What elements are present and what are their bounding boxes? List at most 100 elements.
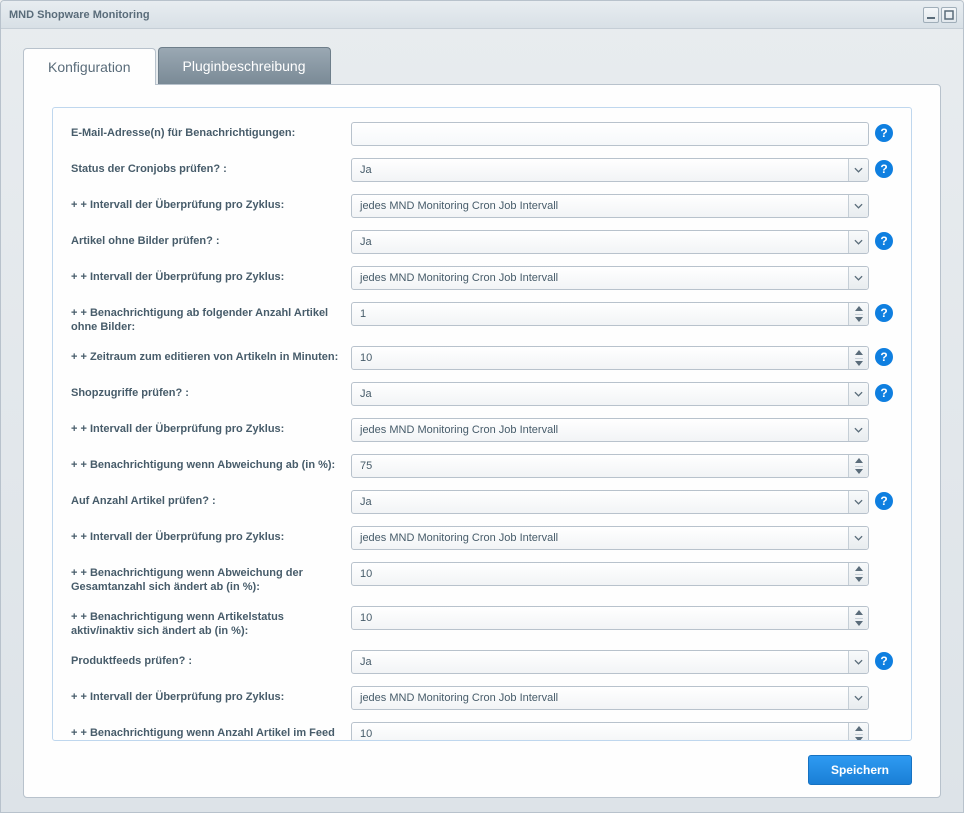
help-col [869,454,893,456]
count-interval-select[interactable]: jedes MND Monitoring Cron Job Intervall [351,526,869,550]
help-icon[interactable]: ? [875,492,893,510]
edit-minutes-spinner[interactable]: 10 [351,346,869,370]
select-value: Ja [360,388,372,400]
tab-konfiguration[interactable]: Konfiguration [23,48,156,85]
field-wrap: 10 [351,562,869,586]
window-titlebar: MND Shopware Monitoring [1,1,963,29]
chevron-down-icon[interactable] [848,383,868,405]
spinner-value: 10 [360,568,372,580]
field-label-edit-minutes: + + Zeitraum zum editieren von Artikeln … [71,346,351,364]
spinner-buttons [848,303,868,325]
minimize-button[interactable] [923,7,939,23]
help-icon[interactable]: ? [875,124,893,142]
help-icon[interactable]: ? [875,348,893,366]
access-interval-select[interactable]: jedes MND Monitoring Cron Job Intervall [351,418,869,442]
help-col [869,526,893,528]
email-input[interactable] [351,122,869,146]
form-row: + + Intervall der Überprüfung pro Zyklus… [71,194,893,218]
help-col [869,266,893,268]
form-row: Auf Anzahl Artikel prüfen? :Ja? [71,490,893,514]
maximize-button[interactable] [941,7,957,23]
spinner-down-icon[interactable] [855,315,863,325]
field-label-access-interval: + + Intervall der Überprüfung pro Zyklus… [71,418,351,436]
field-wrap: Ja [351,490,869,514]
spinner-down-icon[interactable] [855,467,863,477]
spinner-down-icon[interactable] [855,359,863,369]
field-label-count-interval: + + Intervall der Überprüfung pro Zyklus… [71,526,351,544]
help-col: ? [869,382,893,402]
select-value: Ja [360,656,372,668]
form-row: Shopzugriffe prüfen? :Ja? [71,382,893,406]
spinner-value: 75 [360,460,372,472]
spinner-up-icon[interactable] [855,608,863,619]
spinner-up-icon[interactable] [855,456,863,467]
count-status-dev-spinner[interactable]: 10 [351,606,869,630]
form-row: + + Zeitraum zum editieren von Artikeln … [71,346,893,370]
field-wrap: 10 [351,606,869,630]
help-col [869,562,893,564]
field-wrap: jedes MND Monitoring Cron Job Intervall [351,686,869,710]
form-row: + + Benachrichtigung wenn Abweichung der… [71,562,893,594]
form-row: + + Benachrichtigung wenn Abweichung ab … [71,454,893,478]
field-label-count-total-dev: + + Benachrichtigung wenn Abweichung der… [71,562,351,594]
field-wrap: Ja [351,230,869,254]
select-value: Ja [360,236,372,248]
help-icon[interactable]: ? [875,160,893,178]
chevron-down-icon[interactable] [848,159,868,181]
help-icon[interactable]: ? [875,304,893,322]
spinner-buttons [848,347,868,369]
chevron-down-icon[interactable] [848,687,868,709]
form-row: Produktfeeds prüfen? :Ja? [71,650,893,674]
spinner-up-icon[interactable] [855,348,863,359]
noimg-threshold-spinner[interactable]: 1 [351,302,869,326]
tab-pluginbeschreibung[interactable]: Pluginbeschreibung [158,47,331,84]
form-row: + + Benachrichtigung wenn Anzahl Artikel… [71,722,893,741]
save-button[interactable]: Speichern [808,755,912,785]
cron-interval-select[interactable]: jedes MND Monitoring Cron Job Intervall [351,194,869,218]
chevron-down-icon[interactable] [848,419,868,441]
chevron-down-icon[interactable] [848,491,868,513]
form-row: + + Intervall der Überprüfung pro Zyklus… [71,686,893,710]
field-label-cron-status: Status der Cronjobs prüfen? : [71,158,351,176]
access-deviation-spinner[interactable]: 75 [351,454,869,478]
config-form: E-Mail-Adresse(n) für Benachrichtigungen… [52,107,912,741]
field-wrap: Ja [351,650,869,674]
button-bar: Speichern [52,741,912,785]
field-label-noimg-interval: + + Intervall der Überprüfung pro Zyklus… [71,266,351,284]
feeds-check-select[interactable]: Ja [351,650,869,674]
cron-status-select[interactable]: Ja [351,158,869,182]
spinner-up-icon[interactable] [855,724,863,735]
spinner-up-icon[interactable] [855,564,863,575]
help-icon[interactable]: ? [875,652,893,670]
field-wrap: Ja [351,158,869,182]
help-icon[interactable]: ? [875,384,893,402]
form-row: + + Intervall der Überprüfung pro Zyklus… [71,418,893,442]
noimg-interval-select[interactable]: jedes MND Monitoring Cron Job Intervall [351,266,869,290]
help-icon[interactable]: ? [875,232,893,250]
feeds-interval-select[interactable]: jedes MND Monitoring Cron Job Intervall [351,686,869,710]
help-col [869,194,893,196]
noimg-check-select[interactable]: Ja [351,230,869,254]
chevron-down-icon[interactable] [848,195,868,217]
field-label-email: E-Mail-Adresse(n) für Benachrichtigungen… [71,122,351,140]
save-button-label: Speichern [831,763,889,777]
chevron-down-icon[interactable] [848,267,868,289]
spinner-down-icon[interactable] [855,575,863,585]
access-check-select[interactable]: Ja [351,382,869,406]
field-wrap: 1 [351,302,869,326]
field-wrap: 10 [351,722,869,741]
help-col [869,722,893,724]
feeds-deviation-spinner[interactable]: 10 [351,722,869,741]
spinner-down-icon[interactable] [855,619,863,629]
chevron-down-icon[interactable] [848,231,868,253]
chevron-down-icon[interactable] [848,651,868,673]
count-total-dev-spinner[interactable]: 10 [351,562,869,586]
form-row: + + Intervall der Überprüfung pro Zyklus… [71,266,893,290]
form-row: + + Benachrichtigung ab folgender Anzahl… [71,302,893,334]
select-value: jedes MND Monitoring Cron Job Intervall [360,272,558,284]
chevron-down-icon[interactable] [848,527,868,549]
spinner-up-icon[interactable] [855,304,863,315]
select-value: jedes MND Monitoring Cron Job Intervall [360,424,558,436]
count-check-select[interactable]: Ja [351,490,869,514]
spinner-buttons [848,607,868,629]
